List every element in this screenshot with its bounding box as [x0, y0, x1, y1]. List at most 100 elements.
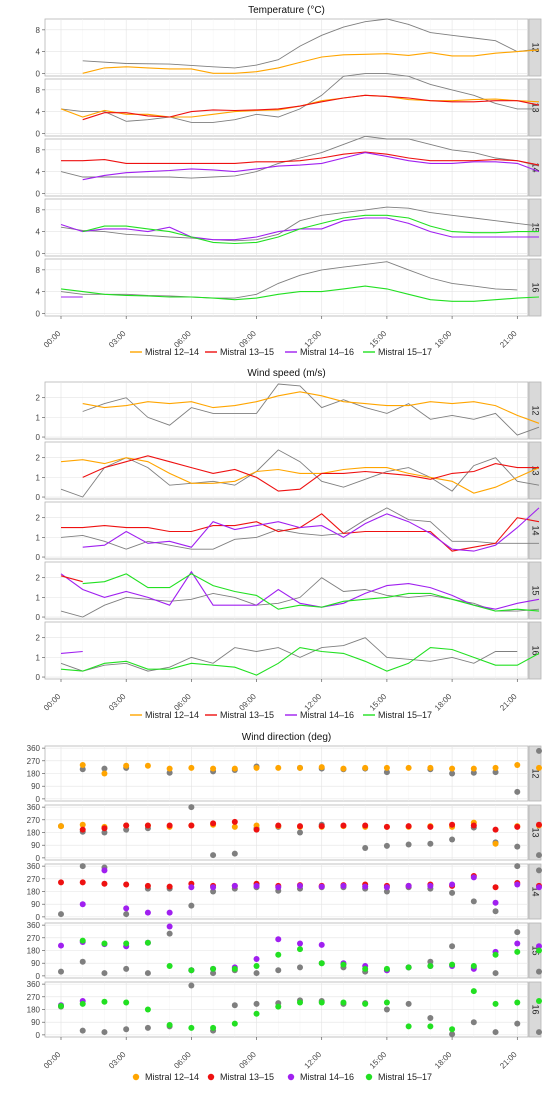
x-tick-label: 18:00 — [433, 692, 454, 713]
y-tick-label: 1 — [36, 533, 41, 542]
point-m12_14 — [514, 762, 521, 769]
y-tick-label: 0 — [36, 913, 41, 922]
y-tick-label: 0 — [36, 129, 41, 138]
facet-strip — [528, 804, 542, 861]
series-line-m12_14 — [82, 391, 540, 424]
point-m12_14 — [101, 770, 108, 777]
point-m12_14 — [231, 765, 238, 772]
legend: Mistral 12–14 Mistral 13–15 Mistral 14–16 M… — [130, 347, 432, 357]
y-tick-label: 180 — [27, 1006, 41, 1015]
point-obs — [144, 1024, 151, 1031]
point-obs — [536, 747, 542, 754]
point-m14_16 — [449, 881, 456, 888]
point-m15_17 — [253, 1010, 260, 1017]
point-m15_17 — [449, 961, 456, 968]
series-line-m12_14 — [60, 457, 540, 494]
legend-label: Mistral 15–17 — [378, 347, 432, 357]
point-m12_14 — [58, 823, 64, 830]
point-obs — [275, 967, 282, 974]
x-tick-label: 00:00 — [42, 1050, 63, 1071]
point-m13_15 — [123, 881, 130, 888]
point-m14_16 — [427, 882, 434, 889]
point-obs — [231, 1002, 238, 1009]
point-m14_16 — [188, 884, 195, 891]
y-tick-label: 2 — [36, 574, 41, 583]
point-m14_16 — [470, 874, 477, 881]
point-m14_16 — [340, 882, 347, 889]
series-line-m13_15 — [61, 151, 540, 166]
y-tick-label: 180 — [27, 888, 41, 897]
facet-label: 12 — [531, 405, 541, 415]
point-obs — [514, 843, 521, 850]
facet-label: 16 — [531, 1004, 541, 1014]
series-line-obs — [60, 206, 540, 242]
point-obs — [470, 769, 477, 776]
legend-label: Mistral 13–15 — [220, 710, 274, 720]
x-tick-label: 21:00 — [498, 329, 519, 350]
point-m15_17 — [340, 961, 347, 968]
series-line-m15_17 — [60, 285, 540, 302]
point-m12_14 — [427, 764, 434, 771]
panel-frame — [44, 561, 529, 620]
x-tick-label: 00:00 — [42, 692, 63, 713]
series-line-obs — [60, 73, 539, 123]
point-m15_17 — [123, 940, 130, 947]
point-obs — [405, 841, 412, 848]
point-obs — [101, 970, 108, 977]
legend-swatch — [207, 1073, 215, 1081]
point-m13_15 — [514, 823, 521, 830]
series-line-m14_16 — [60, 650, 83, 654]
panel-16: 0 4 8 16 — [36, 258, 542, 318]
point-obs — [253, 1000, 260, 1007]
chart-0: Temperature (°C) 0 4 8 12 0 4 8 13 0 4 8 14 0 4 8 15 0 4 8 1… — [36, 5, 542, 357]
facet-label: 15 — [531, 585, 541, 595]
point-m15_17 — [383, 965, 390, 972]
point-m15_17 — [188, 1024, 195, 1031]
point-m12_14 — [275, 764, 282, 771]
facet-strip — [528, 198, 542, 257]
point-obs — [362, 845, 369, 852]
point-obs — [383, 769, 390, 776]
x-tick-label: 06:00 — [172, 1050, 193, 1071]
x-tick-label: 03:00 — [107, 1050, 128, 1071]
facet-label: 12 — [531, 768, 541, 778]
point-m12_14 — [188, 764, 195, 771]
point-m15_17 — [275, 951, 282, 958]
point-obs — [536, 867, 542, 874]
point-obs — [210, 852, 217, 859]
legend: Mistral 12–14 Mistral 13–15 Mistral 14–16 M… — [130, 710, 432, 720]
facet-strip — [528, 18, 542, 77]
point-m13_15 — [492, 884, 499, 891]
y-tick-label: 8 — [36, 266, 41, 275]
point-obs — [188, 902, 195, 909]
point-m14_16 — [536, 943, 542, 950]
panel-14: 0 1 2 14 — [36, 501, 542, 562]
point-m15_17 — [231, 1020, 238, 1027]
legend-label: Mistral 14–16 — [300, 347, 354, 357]
point-m13_15 — [536, 821, 542, 828]
legend-label: Mistral 15–17 — [378, 1072, 432, 1082]
y-tick-label: 1 — [36, 593, 41, 602]
point-m15_17 — [362, 1000, 369, 1007]
point-m14_16 — [536, 884, 542, 891]
point-m15_17 — [79, 937, 86, 944]
point-obs — [123, 911, 130, 918]
y-tick-label: 180 — [27, 947, 41, 956]
point-m15_17 — [492, 951, 499, 958]
point-m12_14 — [253, 764, 260, 771]
point-m15_17 — [275, 1003, 282, 1010]
point-m14_16 — [123, 905, 130, 912]
point-m14_16 — [405, 882, 412, 889]
point-m12_14 — [231, 823, 238, 830]
y-tick-label: 4 — [36, 288, 41, 297]
point-m14_16 — [253, 882, 260, 889]
point-m14_16 — [58, 942, 64, 949]
x-tick-label: 21:00 — [498, 692, 519, 713]
point-m13_15 — [101, 825, 108, 832]
point-m15_17 — [101, 940, 108, 947]
series-line-obs — [60, 261, 518, 299]
point-m14_16 — [275, 884, 282, 891]
panel-frame — [44, 138, 529, 197]
point-m14_16 — [166, 923, 173, 930]
